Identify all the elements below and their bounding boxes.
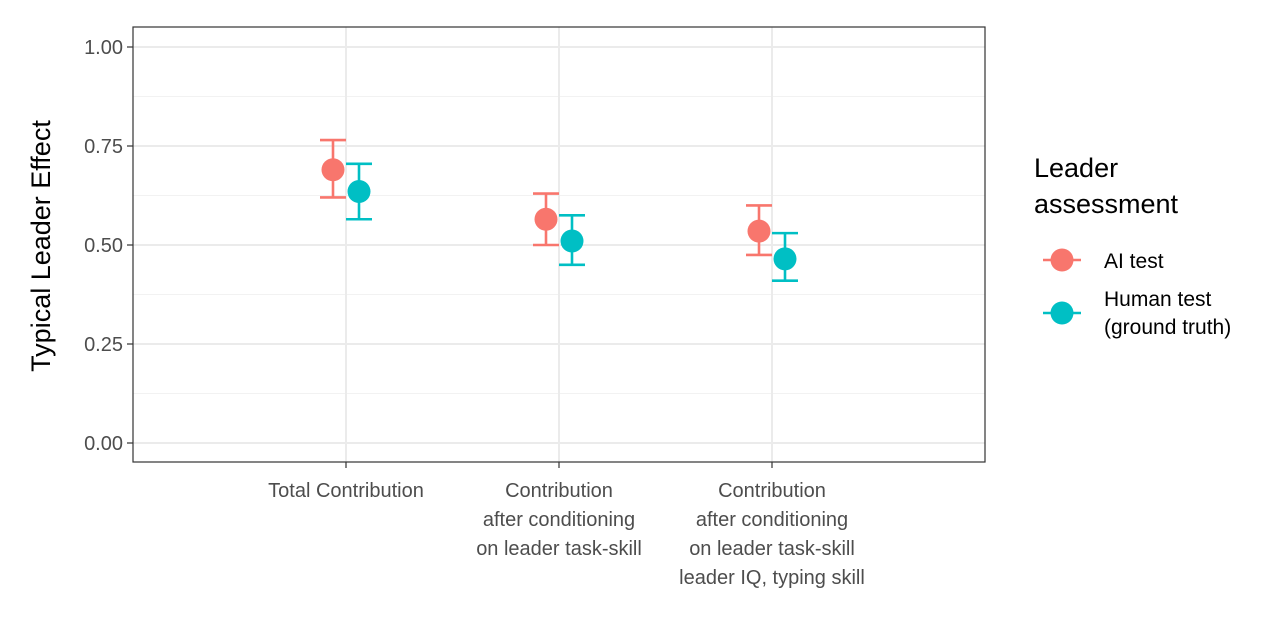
legend-entry: AI test <box>1043 248 1164 273</box>
y-tick-label: 0.25 <box>84 334 123 356</box>
data-points <box>321 158 797 271</box>
legend-title: Leader assessment <box>1034 153 1179 219</box>
x-tick-label-line: Contribution <box>505 480 613 502</box>
grid-major <box>133 27 985 462</box>
x-axis: Total Contribution Contribution after cond… <box>268 462 865 589</box>
data-point <box>560 229 584 253</box>
legend-label-line: (ground truth) <box>1104 316 1231 339</box>
x-tick-label-line: leader IQ, typing skill <box>679 567 865 589</box>
x-tick-label-line: Total Contribution <box>268 480 424 502</box>
legend-label: Human test (ground truth) <box>1104 288 1231 339</box>
data-point <box>321 158 345 182</box>
legend-label: AI test <box>1104 250 1164 273</box>
x-tick-label: Contribution after conditioning on leader … <box>679 480 865 589</box>
legend-key-point <box>1050 248 1074 272</box>
y-tick-label: 0.50 <box>84 235 123 257</box>
y-tick-label: 1.00 <box>84 37 123 59</box>
legend-key-point <box>1050 301 1074 325</box>
data-point <box>747 219 771 243</box>
y-axis-title: Typical Leader Effect <box>26 120 56 372</box>
x-tick-label-line: on leader task-skill <box>476 538 642 560</box>
y-axis: 0.00 0.25 0.50 0.75 1.00 <box>84 37 133 455</box>
legend-label-line: Human test <box>1104 288 1212 311</box>
legend-label-line: AI test <box>1104 250 1164 273</box>
data-point <box>773 247 797 271</box>
legend-entry: Human test (ground truth) <box>1043 288 1231 339</box>
x-tick-label-line: after conditioning <box>696 509 848 531</box>
data-point <box>347 180 371 204</box>
x-tick-label-line: Contribution <box>718 480 826 502</box>
x-tick-label-line: on leader task-skill <box>689 538 855 560</box>
y-tick-label: 0.00 <box>84 433 123 455</box>
x-tick-label-line: after conditioning <box>483 509 635 531</box>
legend: Leader assessment AI test Human test (ground… <box>1034 153 1231 339</box>
x-tick-label: Total Contribution <box>268 480 424 502</box>
x-tick-label: Contribution after conditioning on leader … <box>476 480 642 560</box>
y-tick-label: 0.75 <box>84 136 123 158</box>
data-point <box>534 207 558 231</box>
legend-title-line: Leader <box>1034 153 1118 183</box>
legend-title-line: assessment <box>1034 189 1179 219</box>
